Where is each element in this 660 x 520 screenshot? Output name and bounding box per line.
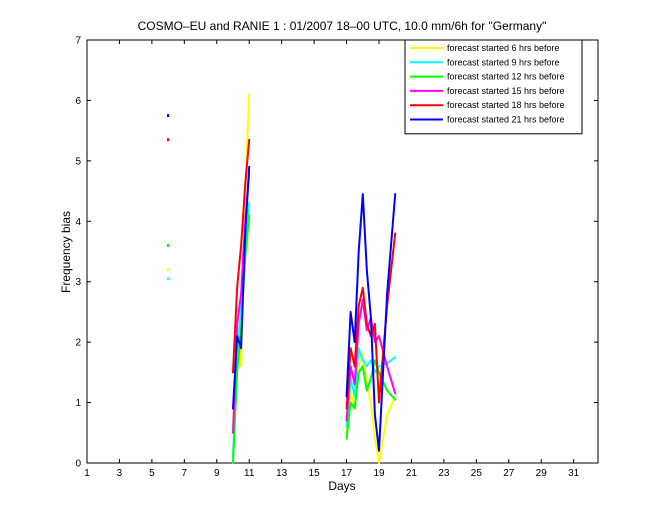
legend-entry: forecast started 9 hrs before: [447, 57, 560, 67]
x-tick-label: 5: [149, 468, 155, 479]
legend-entry: forecast started 21 hrs before: [447, 115, 565, 125]
legend-entry: forecast started 18 hrs before: [447, 100, 565, 110]
x-tick-label: 9: [214, 468, 220, 479]
x-tick-label: 19: [373, 468, 385, 479]
x-tick-label: 27: [503, 468, 515, 479]
y-tick-label: 5: [75, 156, 81, 167]
axes-frame: [86, 39, 599, 464]
x-axis-label: Days: [328, 479, 355, 493]
legend-entry: forecast started 15 hrs before: [447, 86, 565, 96]
x-tick-label: 7: [182, 468, 188, 479]
x-tick-label: 21: [406, 468, 418, 479]
y-tick-label: 1: [75, 398, 81, 409]
series-line: [232, 165, 251, 410]
x-tick-label: 11: [244, 468, 255, 479]
chart-title: COSMO–EU and RANIE 1 : 01/2007 18–00 UTC…: [138, 19, 547, 33]
y-tick-label: 2: [75, 338, 81, 349]
series-6: [167, 114, 397, 452]
x-tick-label: 31: [568, 468, 580, 479]
x-tick-label: 23: [438, 468, 450, 479]
y-tick-label: 4: [75, 217, 81, 228]
x-tick-label: 25: [471, 468, 483, 479]
y-tick-label: 3: [75, 277, 81, 288]
y-axis-label: Frequency bias: [59, 211, 73, 293]
legend: forecast started 6 hrs before forecast st…: [404, 39, 583, 135]
series-5: [167, 138, 397, 410]
y-tick-label: 0: [75, 459, 81, 470]
x-tick-label: 29: [536, 468, 548, 479]
x-tick-label: 13: [276, 468, 288, 479]
legend-box: [404, 39, 583, 135]
legend-entry: forecast started 12 hrs before: [447, 72, 565, 82]
x-tick-label: 3: [117, 468, 123, 479]
y-tick-label: 6: [75, 96, 81, 107]
series-line: [232, 138, 251, 374]
legend-entry: forecast started 6 hrs before: [447, 43, 560, 53]
series-line: [345, 353, 397, 464]
series-line: [345, 232, 397, 410]
series-line: [345, 298, 397, 422]
x-tick-label: 17: [341, 468, 353, 479]
x-tick-label: 1: [84, 468, 90, 479]
y-tick-label: 7: [75, 36, 81, 47]
series-line: [345, 193, 397, 452]
x-tick-label: 15: [309, 468, 321, 479]
